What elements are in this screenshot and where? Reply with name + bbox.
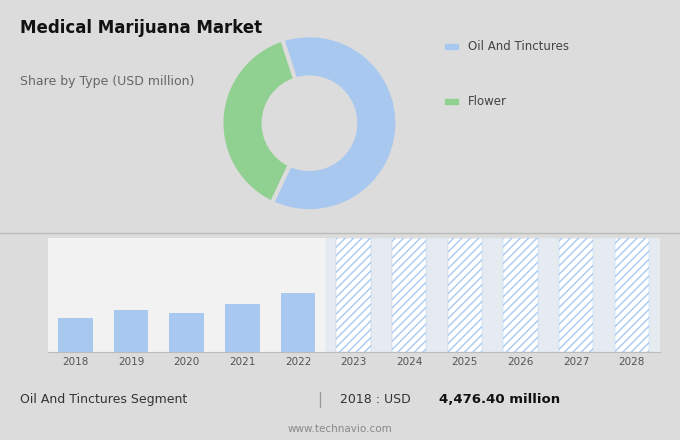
Bar [337,238,371,352]
Bar [559,238,594,352]
Text: 2018 : USD: 2018 : USD [340,393,415,407]
Wedge shape [222,40,295,203]
Bar [281,293,316,352]
Text: Oil And Tinctures Segment: Oil And Tinctures Segment [20,393,188,407]
Text: Flower: Flower [469,95,507,108]
Text: www.technavio.com: www.technavio.com [288,424,392,433]
Bar [326,238,660,352]
Text: 4,476.40 million: 4,476.40 million [439,393,560,407]
Text: |: | [317,392,322,408]
Wedge shape [272,35,397,211]
Bar [503,238,538,352]
Bar [169,313,204,352]
Text: Share by Type (USD million): Share by Type (USD million) [20,75,194,88]
Bar [225,304,260,352]
Bar [114,310,148,352]
Bar [447,238,482,352]
Text: Medical Marijuana Market: Medical Marijuana Market [20,18,262,37]
Bar [58,318,92,352]
Text: Oil And Tinctures: Oil And Tinctures [469,40,569,53]
Bar [615,238,649,352]
Bar [392,238,426,352]
